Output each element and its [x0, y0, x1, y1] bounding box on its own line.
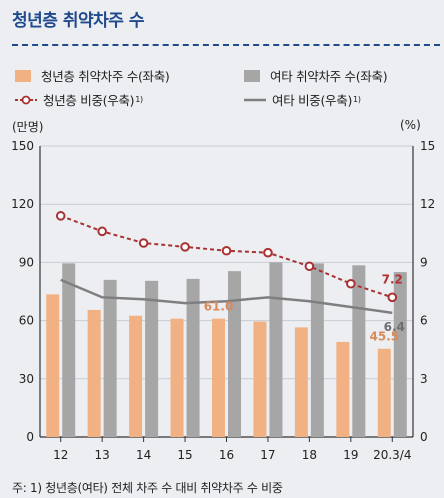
x-axis-tick-label: 17: [260, 448, 275, 462]
legend-youth-share-label: 청년층 비중(우축): [43, 93, 135, 108]
bar-other-count: [310, 263, 324, 437]
right-axis-tick-label: 9: [420, 255, 428, 269]
right-axis-tick-label: 6: [420, 314, 428, 328]
x-axis-tick-label: 16: [219, 448, 234, 462]
point-youth-share: [387, 292, 398, 303]
x-axis-tick-label: 20.3/4: [373, 448, 411, 462]
legend-youth-count-label: 청년층 취약차주 수(좌축): [41, 69, 170, 84]
left-axis-tick-label: 0: [26, 430, 34, 444]
x-axis-tick-label: 12: [53, 448, 68, 462]
data-label-youth-count: 45.5: [369, 330, 399, 344]
bar-youth-count: [253, 321, 267, 437]
x-axis-tick-label: 14: [136, 448, 151, 462]
point-youth-share: [138, 238, 149, 248]
bar-other-count: [269, 262, 283, 437]
bar-other-count: [145, 280, 159, 437]
point-youth-share: [180, 242, 190, 252]
chart-title: 청년층 취약차주 수: [12, 11, 144, 31]
bar-youth-count: [212, 318, 225, 437]
x-axis-tick-label: 13: [95, 448, 110, 462]
left-axis-tick-label: 30: [19, 372, 34, 386]
right-axis-tick-label: 3: [420, 372, 428, 386]
right-axis-tick-label: 15: [420, 139, 435, 153]
data-label-youth-count-16: 61.0: [204, 300, 234, 314]
right-axis-tick-label: 0: [420, 430, 428, 444]
point-youth-share: [97, 226, 107, 237]
x-axis-tick-label: 19: [343, 448, 358, 462]
bar-youth-count: [377, 348, 391, 437]
legend-youth-count: 청년층 취약차주 수(좌축): [15, 66, 170, 85]
x-axis-tick-label: 18: [302, 448, 317, 462]
point-youth-share: [55, 211, 66, 221]
legend-youth-share-note: 1): [135, 95, 143, 104]
bar-youth-count: [129, 315, 143, 437]
left-axis-tick-label: 60: [19, 314, 34, 328]
bar-other-count: [228, 271, 241, 437]
legend-other-share: 여타 비중(우축) 1): [244, 90, 361, 109]
bar-youth-count: [294, 327, 308, 437]
data-label-youth-share: 7.2: [382, 272, 403, 286]
right-axis-unit: (%): [400, 118, 421, 132]
title-divider: [12, 44, 440, 46]
x-axis-tick-label: 15: [177, 448, 192, 462]
point-youth-share: [221, 245, 232, 256]
bar-other-count: [62, 263, 76, 437]
bar-other-count: [186, 278, 200, 437]
line-other-share: [60, 278, 393, 315]
legend-other-bar-swatch: [244, 69, 260, 82]
chart-plot: 0 30 60 90 120 150 0 3 6 9 12 15 12 13 14 15 16 17 18 19 20.…: [11, 139, 435, 462]
left-axis-tick-label: 90: [19, 255, 34, 269]
bar-youth-count: [336, 341, 350, 437]
legend-other-count-label: 여타 취약차주 수(좌축): [270, 69, 388, 84]
left-axis-tick-label: 150: [11, 139, 34, 153]
legend: 청년층 취약차주 수(좌축) 여타 취약차주 수(좌축) 청년층 비중(우축) 1…: [0, 60, 444, 110]
bar-other-count: [103, 279, 117, 437]
legend-youth-share: 청년층 비중(우축) 1): [15, 90, 143, 109]
legend-other-share-label: 여타 비중(우축): [272, 93, 353, 108]
legend-other-count: 여타 취약차주 수(좌축): [244, 66, 388, 85]
left-axis-tick-label: 120: [11, 197, 34, 211]
point-youth-share: [346, 278, 356, 289]
point-youth-share: [304, 261, 315, 272]
bar-other-count: [352, 265, 366, 437]
legend-other-line-swatch: [244, 98, 266, 101]
bar-youth-count: [46, 294, 60, 437]
legend-other-share-note: 1): [353, 95, 361, 104]
bar-youth-count: [170, 318, 184, 437]
right-axis-tick-label: 12: [420, 197, 435, 211]
bar-youth-count: [87, 309, 101, 437]
legend-youth-bar-swatch: [15, 69, 31, 82]
bar-other-count: [393, 272, 407, 437]
footnote: 주: 1) 청년층(여타) 전체 차주 수 대비 취약차주 수 비중: [12, 481, 283, 495]
data-label-other-share: 6.4: [384, 320, 405, 334]
left-axis-unit: (만명): [12, 120, 44, 134]
legend-youth-line-swatch: [15, 95, 37, 104]
point-youth-share: [263, 247, 273, 258]
